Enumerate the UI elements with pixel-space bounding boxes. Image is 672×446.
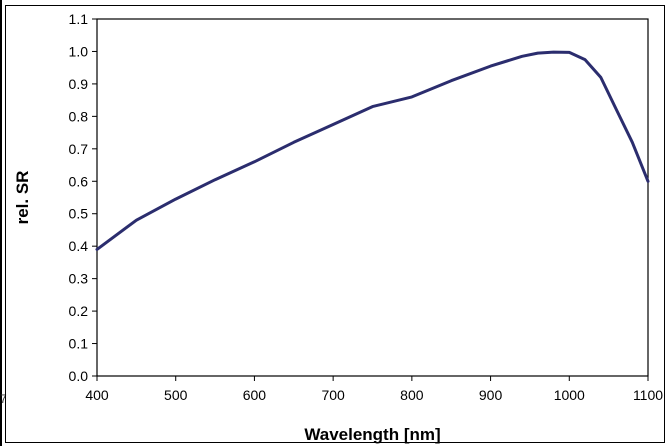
y-axis-ticks: 0.0 0.1 0.2 0.3 0.4 0.5 0.6 0.7 0.8 0.9 1.0 1.1 xyxy=(69,11,97,384)
plot-area xyxy=(96,18,649,377)
y-tick-label: 0.5 xyxy=(69,206,89,222)
chart-frame xyxy=(5,5,665,443)
x-tick-label: 1100 xyxy=(633,387,663,403)
y-tick-label: 0.9 xyxy=(69,76,89,92)
y-tick-label: 0.0 xyxy=(69,368,89,384)
page-left-edge xyxy=(0,0,2,446)
y-tick-label: 0.8 xyxy=(69,108,89,124)
x-tick-label: 900 xyxy=(479,387,503,403)
y-tick-label: 0.7 xyxy=(69,141,89,157)
y-tick-label: 0.3 xyxy=(69,271,89,287)
series-group xyxy=(95,50,650,251)
x-axis-ticks: 400 500 600 700 800 900 1000 1100 xyxy=(85,376,663,403)
y-tick-label: 0.4 xyxy=(69,238,89,254)
y-tick-label: 0.1 xyxy=(69,336,89,352)
stray-page-digit: 7 xyxy=(0,392,7,406)
x-tick-label: 600 xyxy=(243,387,267,403)
y-tick-label: 1.1 xyxy=(69,11,89,27)
x-tick-label: 1000 xyxy=(554,387,585,403)
y-tick-label: 0.2 xyxy=(69,303,89,319)
x-tick-label: 700 xyxy=(321,387,345,403)
x-tick-label: 500 xyxy=(164,387,188,403)
y-axis-label: rel. SR xyxy=(13,171,32,225)
y-tick-label: 1.0 xyxy=(69,43,89,59)
series-line-0 xyxy=(95,50,650,251)
x-tick-label: 400 xyxy=(85,387,109,403)
x-tick-label: 800 xyxy=(400,387,424,403)
x-axis-label: Wavelength [nm] xyxy=(304,425,440,444)
y-tick-label: 0.6 xyxy=(69,173,89,189)
